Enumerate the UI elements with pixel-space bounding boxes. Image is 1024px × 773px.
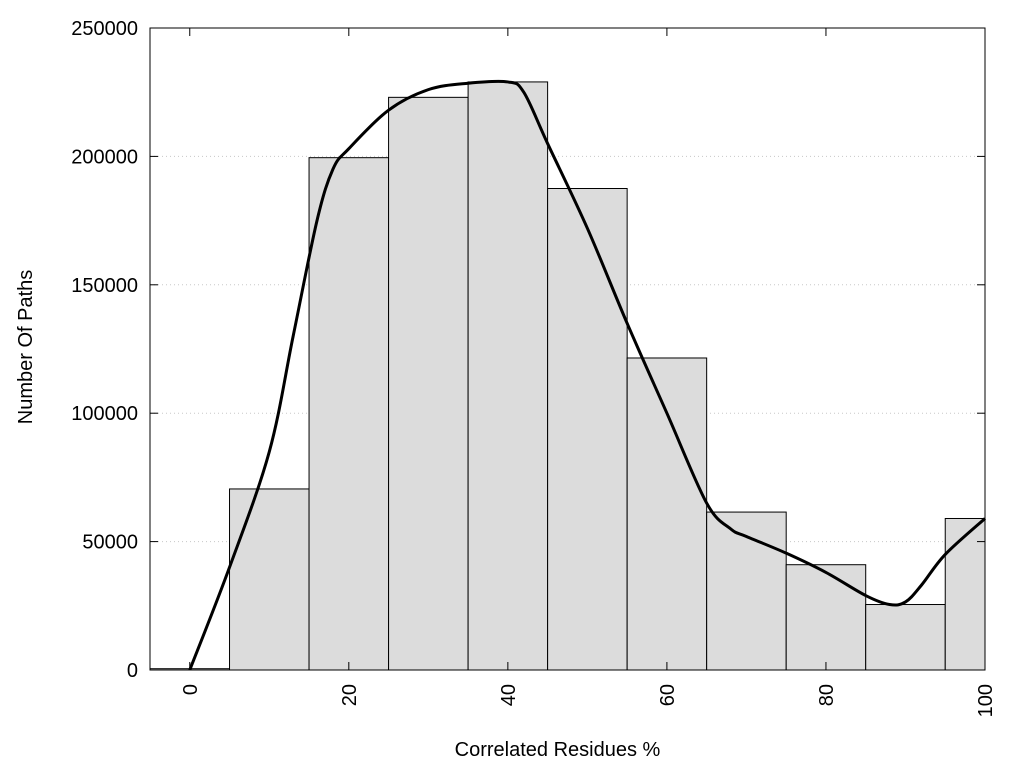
histogram-bar-9 <box>865 604 946 671</box>
y-tick-label-3: 150000 <box>71 275 138 297</box>
x-tick-label-4: 80 <box>816 684 838 706</box>
y-tick-label-4: 200000 <box>71 146 138 168</box>
histogram-bar-6 <box>626 357 708 671</box>
x-tick-label-5: 100 <box>975 684 997 717</box>
histogram-bar-4 <box>467 81 549 671</box>
y-tick-label-1: 50000 <box>82 532 138 554</box>
x-tick-label-0: 0 <box>180 684 202 695</box>
density-curve <box>188 79 987 671</box>
y-axis-label: Number Of Paths <box>15 270 37 425</box>
x-tick-label-1: 20 <box>339 684 361 706</box>
histogram-bar-3 <box>388 96 469 671</box>
y-tick-label-0: 0 <box>127 660 138 682</box>
x-tick-label-2: 40 <box>498 684 520 706</box>
y-tick-label-2: 100000 <box>71 403 138 425</box>
histogram-bars <box>149 81 986 671</box>
y-axis-ticks: 0 50000 100000 150000 200000 250000 <box>71 18 985 682</box>
plot-frame <box>149 27 986 671</box>
histogram-bar-2 <box>308 157 390 671</box>
x-axis-ticks: 0 20 40 60 80 100 <box>180 28 997 717</box>
y-tick-label-5: 250000 <box>71 18 138 40</box>
histogram-bar-1 <box>229 488 310 671</box>
x-axis-label: Correlated Residues % <box>455 739 661 761</box>
density-curve-layer <box>188 79 987 671</box>
x-tick-label-3: 60 <box>657 684 679 706</box>
histogram-bar-8 <box>785 564 867 671</box>
histogram-bar-5 <box>547 188 628 671</box>
